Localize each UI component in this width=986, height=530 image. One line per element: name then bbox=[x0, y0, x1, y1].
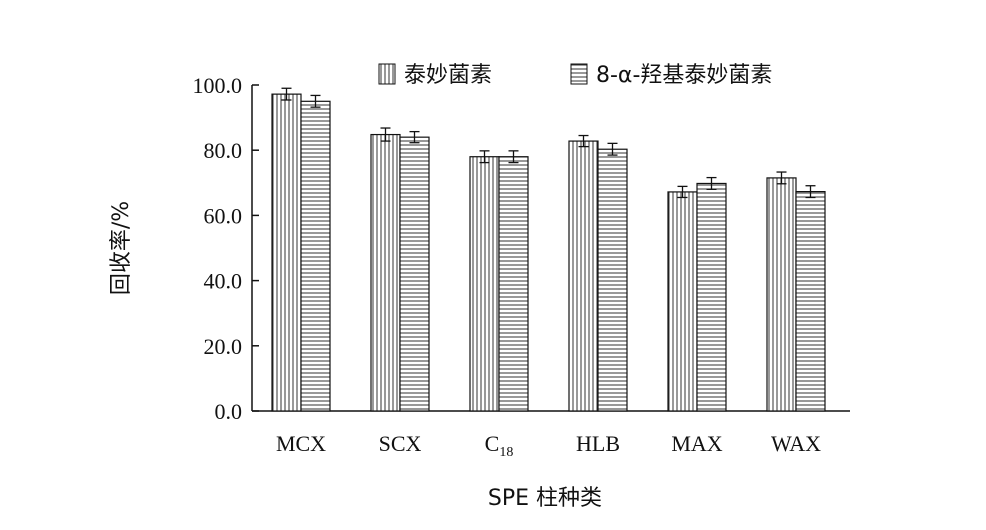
x-axis-title: SPE 柱种类 bbox=[488, 486, 602, 511]
y-tick-label: 0.0 bbox=[215, 399, 243, 424]
plot-area: 0.0 20.0 40.0 60.0 80.0 100.0 MCX SCX C18 HLB MAX… bbox=[193, 73, 850, 460]
legend-label-series-1: 泰妙菌素 bbox=[404, 63, 492, 88]
error-bars bbox=[281, 87, 816, 199]
bar bbox=[370, 133, 401, 412]
y-ticks: 0.0 20.0 40.0 60.0 80.0 100.0 bbox=[193, 73, 259, 424]
x-tick-label: C18 bbox=[485, 431, 514, 460]
x-tick-label: MAX bbox=[671, 431, 722, 456]
bar bbox=[597, 148, 628, 412]
x-tick-labels: MCX SCX C18 HLB MAX WAX bbox=[276, 431, 821, 460]
x-tick-label: HLB bbox=[576, 431, 620, 456]
bar bbox=[469, 156, 500, 412]
y-tick-label: 100.0 bbox=[193, 73, 243, 98]
legend-label-series-2: 8-α-羟基泰妙菌素 bbox=[596, 63, 772, 88]
bar bbox=[300, 100, 331, 412]
bar bbox=[696, 182, 727, 412]
bar bbox=[271, 93, 302, 412]
bars bbox=[271, 93, 826, 412]
legend-swatch-series-1 bbox=[378, 63, 396, 85]
x-tick-label: SCX bbox=[379, 431, 422, 456]
y-tick-label: 20.0 bbox=[204, 334, 243, 359]
bar bbox=[498, 156, 529, 412]
y-tick-label: 60.0 bbox=[204, 203, 243, 228]
y-tick-label: 40.0 bbox=[204, 269, 243, 294]
x-tick-label: WAX bbox=[771, 431, 821, 456]
bar bbox=[667, 191, 698, 412]
bar bbox=[568, 140, 599, 412]
bar bbox=[766, 177, 797, 412]
y-tick-label: 80.0 bbox=[204, 138, 243, 163]
bar bbox=[399, 136, 430, 412]
x-tick-label: MCX bbox=[276, 431, 326, 456]
y-axis-title: 回收率/% bbox=[109, 201, 134, 295]
legend-swatch-series-2 bbox=[570, 63, 588, 85]
bar bbox=[795, 191, 826, 412]
legend: 泰妙菌素 8-α-羟基泰妙菌素 bbox=[378, 63, 772, 88]
